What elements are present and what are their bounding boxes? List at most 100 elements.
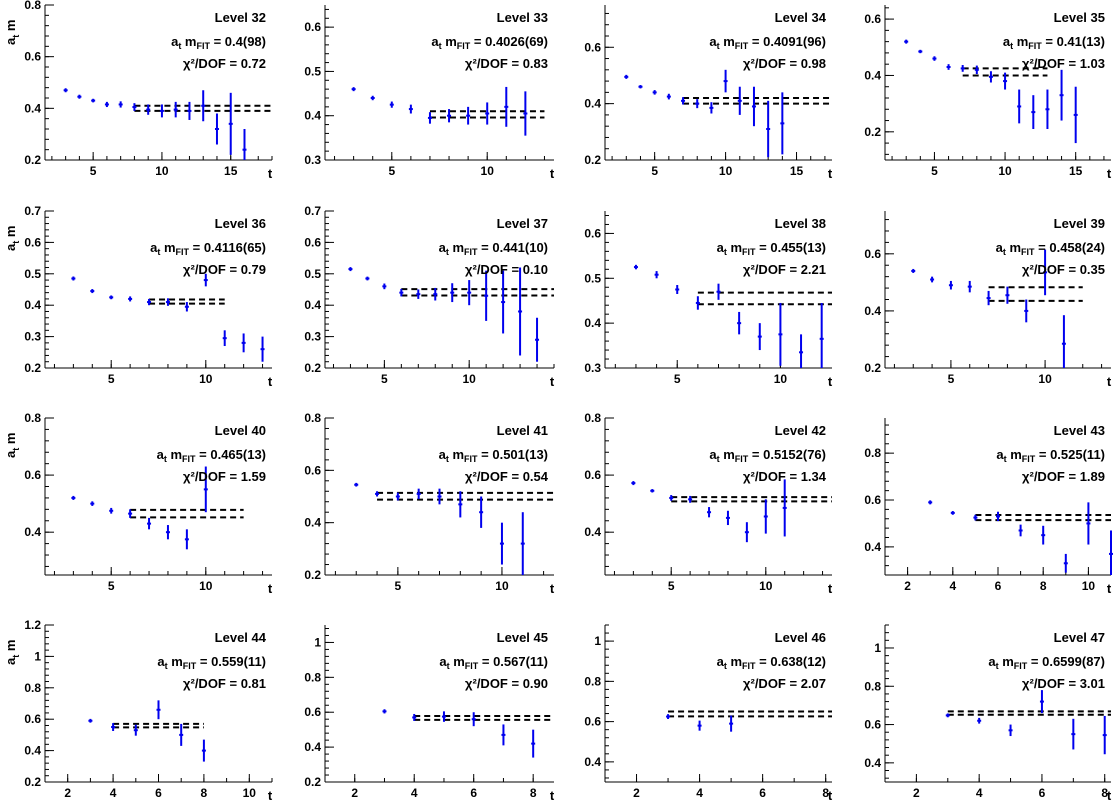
chi2-prefix: χ²/DOF = [183,262,241,277]
y-tick-label: 0.8 [304,411,321,425]
chi2-label: χ²/DOF = 2.07 [743,676,826,691]
y-tick-label: 1 [874,641,881,655]
y-tick-label: 0.2 [304,568,321,582]
fit-sub-fit: FIT [1028,41,1042,51]
chi2-value: 0.79 [241,262,266,277]
chi2-label: χ²/DOF = 0.83 [465,56,548,71]
chi2-prefix: χ²/DOF = [743,262,801,277]
y-tick-label: 0.6 [864,718,881,732]
y-axis-label-sub: t [11,448,21,451]
fit-a: a [439,240,447,255]
chi2-value: 3.01 [1080,676,1105,691]
chi2-prefix: χ²/DOF = [1022,56,1080,71]
chi2-prefix: χ²/DOF = [465,56,523,71]
chi2-value: 0.72 [241,56,266,71]
panel-title: Level 33 [497,10,548,25]
y-tick-label: 0.5 [304,64,321,78]
chi2-label: χ²/DOF = 1.34 [743,469,827,484]
fit-sub-t: t [1004,454,1007,464]
x-tick-label: 10 [774,372,788,386]
y-tick-label: 0.8 [584,674,601,688]
x-tick-label: 6 [759,786,766,800]
fit-value-label: at mFIT = 0.41(13) [1003,34,1105,51]
y-tick-label: 0.8 [584,411,601,425]
chi2-value: 1.89 [1080,469,1105,484]
y-tick-label: 0.7 [304,204,321,218]
x-tick-label: 5 [395,579,402,593]
x-axis-label: t [1107,788,1112,803]
y-tick-label: 0.4 [584,316,601,330]
panel-title: Level 40 [215,423,266,438]
fit-sub-fit: FIT [742,247,756,257]
chi2-label: χ²/DOF = 3.01 [1022,676,1105,691]
chi2-prefix: χ²/DOF = [183,56,241,71]
y-tick-label: 1.2 [24,618,41,632]
y-axis-label-main: a [3,243,18,251]
fit-value: = 0.559(11) [196,654,266,669]
x-tick-label: 10 [1082,579,1096,593]
x-axis-label: t [1107,166,1112,181]
x-tick-label: 8 [1040,579,1047,593]
fit-value-label: at mFIT = 0.638(12) [717,654,826,671]
y-tick-label: 0.6 [584,40,601,54]
y-tick-label: 1 [594,634,601,648]
x-tick-label: 2 [351,786,358,800]
panel-title: Level 41 [497,423,548,438]
y-tick-label: 0.6 [864,12,881,26]
y-tick-label: 0.4 [304,109,321,123]
fit-a: a [709,34,717,49]
chi2-value: 0.54 [523,469,549,484]
fit-a: a [709,447,717,462]
chi2-label: χ²/DOF = 1.59 [183,469,266,484]
x-axis-label: t [1107,374,1112,389]
chi2-prefix: χ²/DOF = [743,469,801,484]
y-tick-label: 0.8 [304,670,321,684]
fit-a: a [439,654,447,669]
chi2-label: χ²/DOF = 1.03 [1022,56,1105,71]
y-tick-label: 0.4 [24,525,41,539]
fit-a: a [996,447,1004,462]
x-tick-label: 4 [949,579,956,593]
chi2-prefix: χ²/DOF = [465,469,523,484]
fit-a: a [439,447,447,462]
chi2-value: 0.81 [241,676,266,691]
chi2-value: 1.59 [241,469,266,484]
fit-m: m [727,654,742,669]
chi2-value: 1.34 [801,469,827,484]
y-tick-label: 0.4 [864,68,881,82]
y-tick-label: 0.4 [584,525,601,539]
y-tick-label: 0.2 [864,361,881,375]
panel-title: Level 36 [215,216,266,231]
x-axis-label: t [268,374,273,389]
y-tick-label: 0.4 [24,101,41,115]
chi2-label: χ²/DOF = 0.72 [183,56,266,71]
fit-value-label: at mFIT = 0.441(10) [439,240,548,257]
x-tick-label: 10 [998,164,1012,178]
x-tick-label: 4 [110,786,117,800]
fit-value-label: at mFIT = 0.4116(65) [150,240,266,257]
x-axis-label: t [1107,581,1112,596]
x-tick-label: 10 [759,579,773,593]
y-axis-label-tail: m [3,226,18,241]
panel-title: Level 45 [497,630,548,645]
x-tick-label: 6 [1039,786,1046,800]
x-axis-label: t [828,581,833,596]
y-tick-label: 0.6 [584,715,601,729]
fit-value-label: at mFIT = 0.4091(96) [709,34,826,51]
fit-sub-fit: FIT [1022,454,1036,464]
panel-title: Level 46 [775,630,826,645]
fit-a: a [157,654,165,669]
chi2-value: 1.03 [1080,56,1105,71]
fit-sub-t: t [165,661,168,671]
fit-sub-fit: FIT [735,454,749,464]
y-tick-label: 0.7 [24,204,41,218]
x-tick-label: 8 [201,786,208,800]
